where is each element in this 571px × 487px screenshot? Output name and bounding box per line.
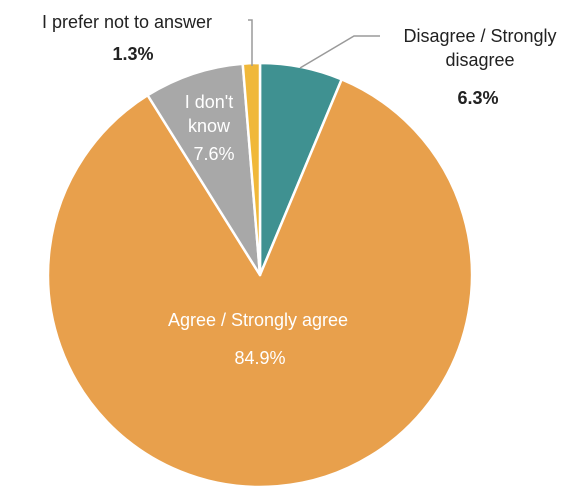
agree-label: Agree / Strongly agree [168, 310, 348, 330]
pie-slices [46, 61, 474, 487]
disagree-value: 6.3% [457, 88, 498, 108]
dontknow-label-line1: I don't [185, 92, 233, 112]
leader-line-prefer-not [248, 19, 253, 66]
prefer-not-value: 1.3% [112, 44, 153, 64]
prefer-not-label: I prefer not to answer [42, 12, 212, 32]
agree-value: 84.9% [234, 348, 285, 368]
disagree-label-line2: disagree [445, 50, 514, 70]
slice-dont-know [146, 62, 262, 277]
leader-lines [248, 19, 380, 69]
leader-line-disagree [299, 35, 380, 69]
dontknow-label-line2: know [188, 116, 231, 136]
disagree-label-line1: Disagree / Strongly [403, 26, 556, 46]
slice-agree [46, 78, 474, 487]
dontknow-value: 7.6% [193, 144, 234, 164]
